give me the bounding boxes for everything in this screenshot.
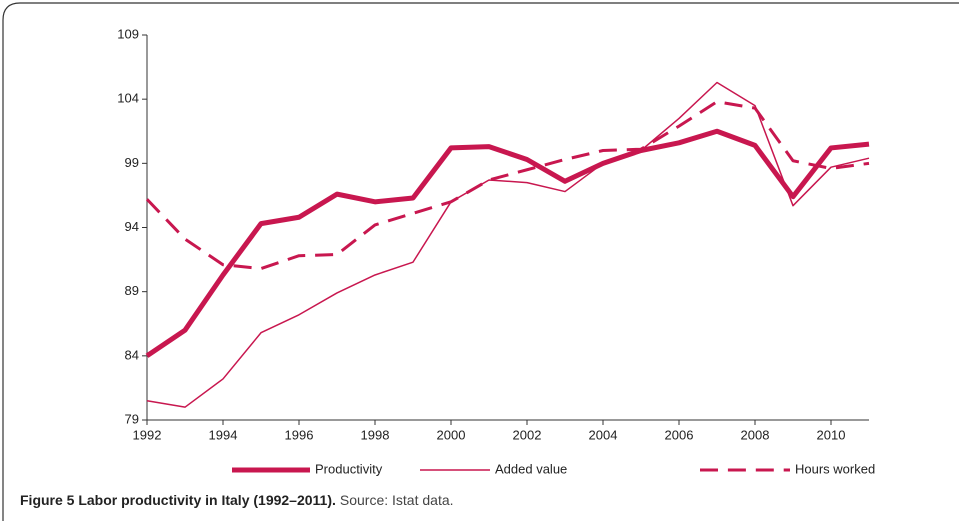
caption-bold: Figure 5 Labor productivity in Italy (19… [20,492,336,508]
series-line [145,100,870,271]
series-line [146,81,870,408]
x-tick-label: 2004 [589,427,618,442]
x-tick-label: 1998 [361,427,390,442]
x-tick-label: 1994 [209,427,238,442]
y-tick-label: 79 [125,411,139,426]
caption: Figure 5 Labor productivity in Italy (19… [20,492,454,508]
x-tick-label: 2000 [437,427,466,442]
y-tick-label: 109 [117,26,139,41]
y-tick-label: 94 [125,219,139,234]
y-tick-label: 104 [117,91,139,106]
x-tick-label: 2008 [741,427,770,442]
x-tick-label: 1996 [285,427,314,442]
y-tick-label: 84 [125,347,139,362]
caption-text: Source: Istat data. [340,492,454,508]
legend-label: Hours worked [795,461,875,476]
series-line [145,128,870,358]
x-tick-label: 2002 [513,427,542,442]
y-tick-label: 99 [125,155,139,170]
x-tick-label: 2006 [665,427,694,442]
legend-label: Productivity [315,461,383,476]
x-tick-label: 2010 [817,427,846,442]
y-tick-label: 89 [125,283,139,298]
x-tick-label: 1992 [133,427,162,442]
legend-label: Added value [495,461,567,476]
